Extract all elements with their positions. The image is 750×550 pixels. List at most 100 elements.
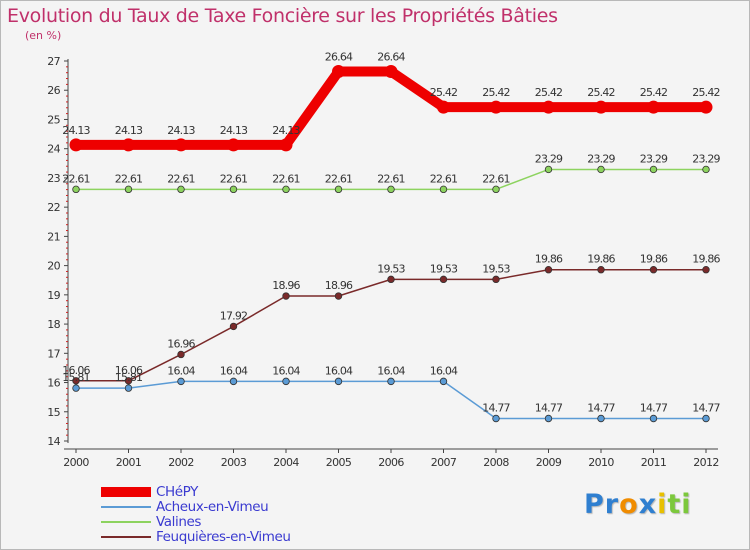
data-point	[702, 414, 710, 423]
data-point	[334, 292, 343, 300]
data-label: 22.61	[325, 172, 353, 185]
data-point	[649, 266, 658, 274]
data-label: 14.77	[587, 401, 615, 414]
data-point	[177, 350, 185, 359]
data-label: 22.61	[377, 172, 405, 185]
x-tick-label: 2004	[273, 456, 299, 469]
legend-label: CHéPY	[156, 484, 198, 500]
data-point	[492, 185, 500, 194]
data-label: 14.77	[692, 401, 720, 414]
data-label: 23.29	[692, 152, 720, 165]
data-label: 25.42	[587, 86, 615, 99]
series-chepy	[69, 65, 713, 152]
data-point	[649, 165, 658, 174]
data-point	[597, 414, 605, 423]
legend-label: Feuquières-en-Vimeu	[156, 529, 291, 545]
data-point	[332, 65, 345, 79]
proxiti-logo: Proxiti	[584, 489, 692, 520]
data-point	[387, 275, 395, 284]
data-label-layer: 15.81 15.81 16.04 16.04 16.04 16.04 16.04 16.04…	[62, 51, 721, 415]
chart-axes: 14 15 16 17 18 19 20 21 22 23 24 25 26 27 2000 2001 2002…	[47, 55, 719, 469]
data-label: 19.86	[587, 253, 615, 266]
data-label: 25.42	[692, 86, 720, 99]
data-point	[492, 414, 500, 423]
y-tick-label: 21	[47, 230, 60, 243]
data-label: 19.53	[482, 262, 510, 275]
data-point	[72, 377, 80, 385]
y-tick-label: 22	[47, 201, 60, 214]
data-label: 16.06	[115, 364, 143, 377]
data-point	[72, 185, 80, 194]
legend-swatch	[101, 536, 151, 538]
data-point	[387, 185, 395, 194]
data-label: 16.04	[220, 364, 248, 377]
data-label: 19.53	[430, 262, 458, 275]
data-label: 24.13	[272, 124, 300, 137]
data-label: 22.61	[482, 172, 510, 185]
y-tick-label: 16	[47, 377, 60, 390]
data-point	[334, 185, 343, 194]
legend-label: Valines	[156, 514, 202, 530]
data-label: 14.77	[535, 401, 563, 414]
data-label: 14.77	[482, 401, 510, 414]
data-label: 26.64	[325, 51, 353, 64]
data-point	[542, 100, 555, 114]
data-label: 18.96	[272, 279, 300, 292]
x-tick-label: 2006	[378, 456, 404, 469]
data-label: 16.04	[430, 364, 458, 377]
data-point	[279, 138, 293, 152]
data-label: 22.61	[115, 172, 143, 185]
data-label: 22.61	[272, 172, 300, 185]
data-label: 14.77	[640, 401, 668, 414]
x-tick-label: 2010	[588, 456, 614, 469]
data-label: 26.64	[377, 51, 405, 64]
y-tick-label: 23	[47, 172, 60, 185]
data-label: 25.42	[430, 86, 458, 99]
y-tick-label: 27	[47, 55, 60, 68]
data-point	[384, 65, 398, 79]
data-point	[282, 292, 290, 300]
series-feuquieres-en-vimeu	[72, 266, 710, 385]
data-label: 24.13	[167, 124, 195, 137]
data-point	[439, 185, 448, 194]
logo-letter: o	[619, 489, 639, 520]
data-point	[597, 266, 605, 274]
data-label: 22.61	[430, 172, 458, 185]
logo-letter: i	[681, 489, 692, 520]
x-tick-label: 2007	[431, 456, 457, 469]
data-point	[492, 275, 500, 284]
x-tick-label: 2011	[641, 456, 667, 469]
data-point	[437, 100, 450, 114]
x-tick-label: 2009	[536, 456, 562, 469]
x-tick-label: 2002	[168, 456, 194, 469]
data-point	[544, 414, 553, 423]
legend-swatch	[101, 521, 151, 523]
data-point	[227, 138, 240, 152]
y-tick-label: 19	[47, 289, 60, 302]
logo-letter: x	[638, 489, 658, 520]
data-point	[124, 377, 133, 385]
y-tick-label: 26	[47, 84, 60, 97]
data-point	[439, 377, 448, 386]
data-point	[69, 138, 83, 152]
data-label: 19.86	[692, 253, 720, 266]
data-point	[229, 322, 238, 331]
data-label: 23.29	[535, 152, 563, 165]
series-valines	[72, 165, 710, 194]
data-label: 19.86	[640, 253, 668, 266]
data-point	[124, 384, 133, 392]
series-layer	[69, 65, 713, 423]
data-point	[597, 165, 605, 174]
y-tick-label: 24	[47, 143, 60, 156]
data-point	[174, 138, 188, 152]
data-label: 16.06	[62, 364, 90, 377]
x-tick-label: 2005	[326, 456, 352, 469]
data-label: 19.53	[377, 262, 405, 275]
data-point	[177, 185, 185, 194]
logo-letter: i	[657, 489, 668, 520]
y-tick-label: 17	[47, 347, 60, 360]
data-label: 25.42	[535, 86, 563, 99]
data-label: 22.61	[167, 172, 195, 185]
data-point	[72, 384, 80, 392]
